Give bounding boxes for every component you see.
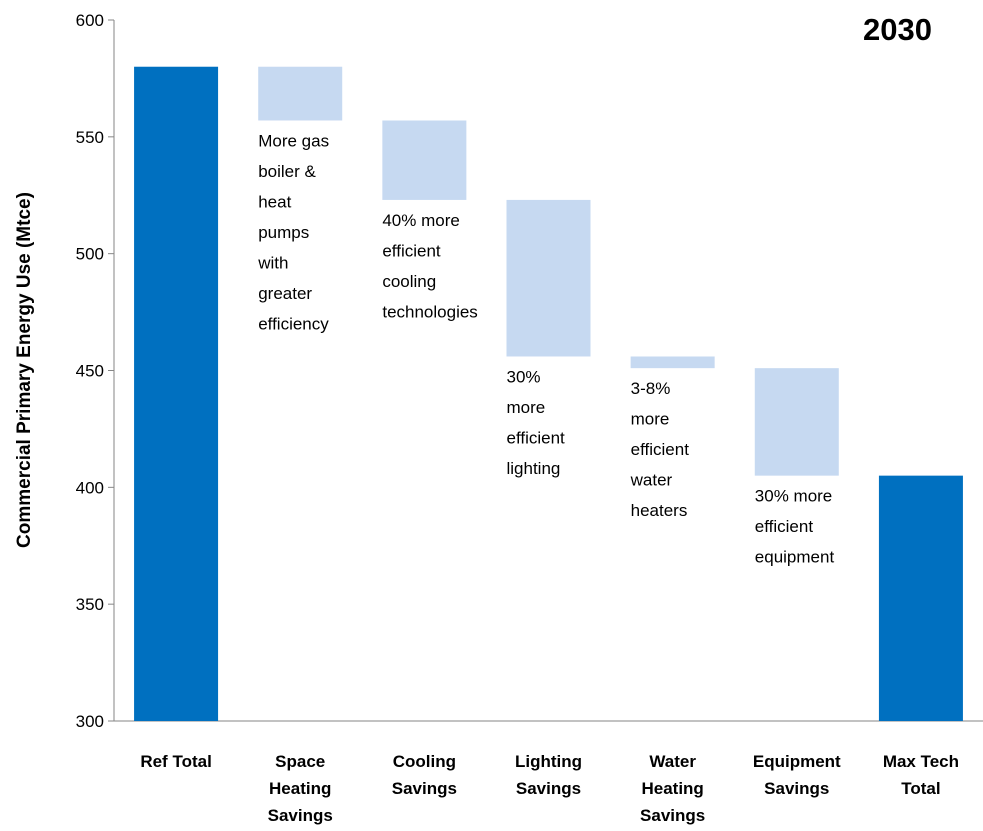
savings-bar [258,66,343,121]
bar-annotation-line: pumps [258,223,309,242]
category-label: Lighting Savings [515,752,582,798]
bar-annotation: More gas boiler & heat pumps with greater effi… [257,131,329,333]
category-label-line: Cooling [393,752,456,771]
category-label-line: Savings [764,779,829,798]
category-label: Equipment Savings [753,752,841,798]
y-axis-label: Commercial Primary Energy Use (Mtce) [14,192,35,548]
annotations-group: More gas boiler & heat pumps with greater effi… [257,131,834,566]
bar-annotation-line: equipment [755,548,835,567]
bar-annotation-line: boiler & [258,162,316,181]
bars-group [134,66,963,721]
bar-annotation-line: efficient [755,517,814,536]
y-tick-label: 600 [76,11,104,30]
category-label-line: Savings [516,779,581,798]
category-label-line: Water [649,752,696,771]
category-label-line: Total [901,779,940,798]
savings-bar [754,368,839,476]
category-label: Cooling Savings [392,752,457,798]
bar-annotation-line: water [630,471,673,490]
bar-annotation-line: greater [258,284,312,303]
y-tick-label: 550 [76,128,104,147]
bar-annotation-line: with [257,253,288,272]
category-label: Max Tech Total [883,752,959,798]
bar-annotation-line: efficient [507,428,566,447]
bar-annotation-line: lighting [507,459,561,478]
category-labels: Ref Total Space Heating Savings Cooling Savin… [140,752,959,825]
category-label: Ref Total [140,752,211,771]
bar-annotation-line: 40% more [382,211,459,230]
bar-annotation: 40% more efficient cooling technologies [382,211,477,322]
bar-annotation-line: 30% more [755,487,832,506]
category-label-line: Savings [268,806,333,825]
category-label-line: Lighting [515,752,582,771]
y-tick-label: 300 [76,712,104,731]
y-tick-label: 500 [76,245,104,264]
bar-annotation-line: more [631,410,670,429]
bar-annotation: 30% more efficient equipment [755,487,835,567]
bar-annotation-line: technologies [382,302,477,321]
total-bar [878,475,963,721]
category-label-line: Savings [640,806,705,825]
y-axis-ticks: 300 350 400 450 500 550 600 [76,11,114,731]
bar-annotation-line: more [507,398,546,417]
chart-title: 2030 [863,12,932,47]
category-label-line: Heating [641,779,703,798]
category-label-line: Savings [392,779,457,798]
y-tick-label: 450 [76,362,104,381]
savings-bar [382,120,467,200]
bar-annotation: 3-8% more efficient water heaters [630,379,690,520]
savings-bar [630,356,715,369]
category-label-line: Heating [269,779,331,798]
bar-annotation-line: heaters [631,501,688,520]
category-label-line: Max Tech [883,752,959,771]
bar-annotation-line: More gas [258,131,329,150]
category-label: Space Heating Savings [268,752,333,825]
savings-bar [506,199,591,357]
category-label-line: Space [275,752,325,771]
bar-annotation-line: efficiency [258,314,329,333]
bar-annotation-line: cooling [382,272,436,291]
bar-annotation-line: efficient [382,241,441,260]
category-label-line: Ref Total [140,752,211,771]
y-tick-label: 400 [76,478,104,497]
y-tick-label: 350 [76,595,104,614]
bar-annotation-line: efficient [631,440,690,459]
bar-annotation-line: 30% [507,367,541,386]
bar-annotation-line: heat [258,192,291,211]
category-label: Water Heating Savings [640,752,705,825]
total-bar [134,66,219,721]
bar-annotation: 30% more efficient lighting [507,367,566,478]
category-label-line: Equipment [753,752,841,771]
bar-annotation-line: 3-8% [631,379,671,398]
